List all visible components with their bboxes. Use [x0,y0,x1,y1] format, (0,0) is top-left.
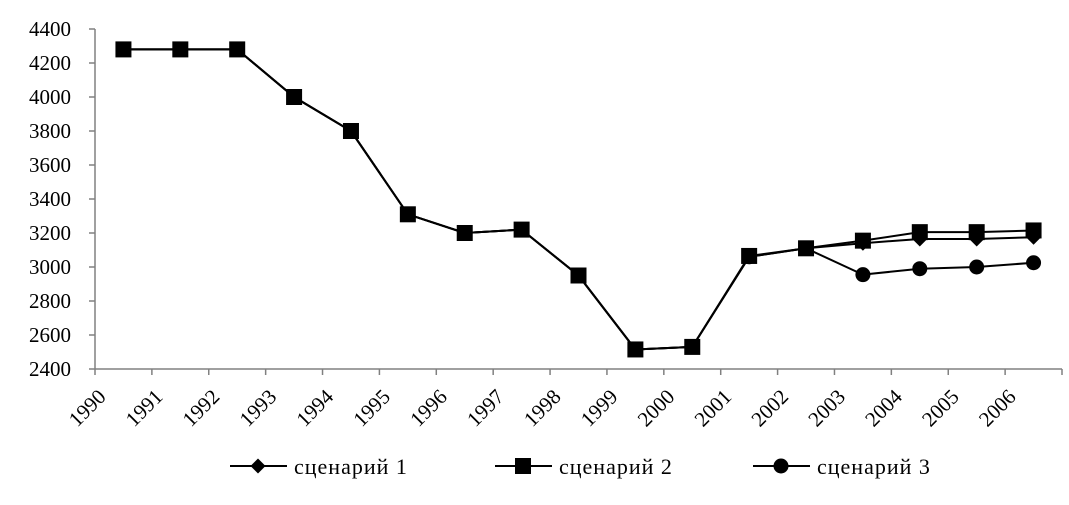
legend-marker [773,458,789,474]
series-1-point [115,41,131,57]
series-3 [115,41,1042,357]
legend-marker [515,458,531,474]
legend-label: сценарий 1 [294,454,408,479]
series-1-point [229,41,245,57]
series-1-line [123,48,1034,351]
legend-item-3: сценарий 3 [753,454,931,479]
y-tick-label: 3800 [29,119,71,143]
y-tick-label: 4000 [29,85,71,109]
series-1-point [343,123,359,139]
legend-item-1: сценарий 1 [230,454,408,479]
series-1-point [969,231,985,247]
series-1-point [855,235,871,251]
y-tick-label: 2800 [29,289,71,313]
x-tick-label: 1999 [576,385,623,432]
y-tick-label: 2400 [29,357,71,381]
x-tick-label: 1996 [405,385,452,432]
x-tick-label: 1992 [178,385,225,432]
series-1-point [627,341,643,357]
legend-label: сценарий 3 [817,454,931,479]
series-3-line [123,48,1034,351]
x-tick-label: 1993 [235,385,282,432]
x-tick-label: 1995 [348,385,395,432]
series-3-point [1026,255,1042,271]
y-tick-label: 3000 [29,255,71,279]
y-tick-label: 3400 [29,187,71,211]
legend: сценарий 1 сценарий 2 сценарий 3 [230,454,931,479]
series-3-point [855,267,871,283]
x-tick-label: 1990 [64,385,111,432]
series-1-point [571,268,586,283]
series-1-point [798,240,814,256]
series-1-point [684,339,700,355]
y-tick-label: 2600 [29,323,71,347]
y-tick-label: 3600 [29,153,71,177]
x-tick-label: 1998 [519,385,566,432]
series-2-line [123,48,1034,351]
axes [94,29,1062,370]
x-tick-label: 1991 [121,385,168,432]
x-tick-label: 2003 [803,385,850,432]
y-tick-label: 4400 [29,17,71,41]
x-tick-label: 2001 [690,385,737,432]
y-tick-label: 3200 [29,221,71,245]
series-2 [115,41,1042,358]
x-tick-label: 2005 [917,385,964,432]
series-1 [115,41,1042,357]
legend-marker [250,458,266,474]
legend-item-2: сценарий 2 [495,454,673,479]
series-1-point [286,89,302,105]
x-tick-label: 2006 [974,385,1021,432]
series-1-point [172,41,188,57]
legend-label: сценарий 2 [559,454,673,479]
series-1-point [741,249,757,265]
y-tick-label: 4200 [29,51,71,75]
x-tick-label: 1997 [462,385,509,432]
series-3-point [969,259,985,275]
series-1-point [400,206,416,222]
x-tick-label: 2000 [633,385,680,432]
series-1-point [912,231,928,247]
x-tick-label: 2002 [746,385,793,432]
series-1-point [1026,229,1042,245]
series-1-point [514,222,530,238]
y-tick-labels: 2400 2600 2800 3000 3200 3400 3600 3800 4000 4200… [29,17,95,381]
series-1-point [457,225,473,241]
x-tick-label: 1994 [291,384,338,431]
series-3-point [912,261,928,277]
x-tick-label: 2004 [860,384,907,431]
x-tick-labels: 1990 1991 1992 1993 1994 1995 1996 1997 1998 1999… [64,369,1063,432]
